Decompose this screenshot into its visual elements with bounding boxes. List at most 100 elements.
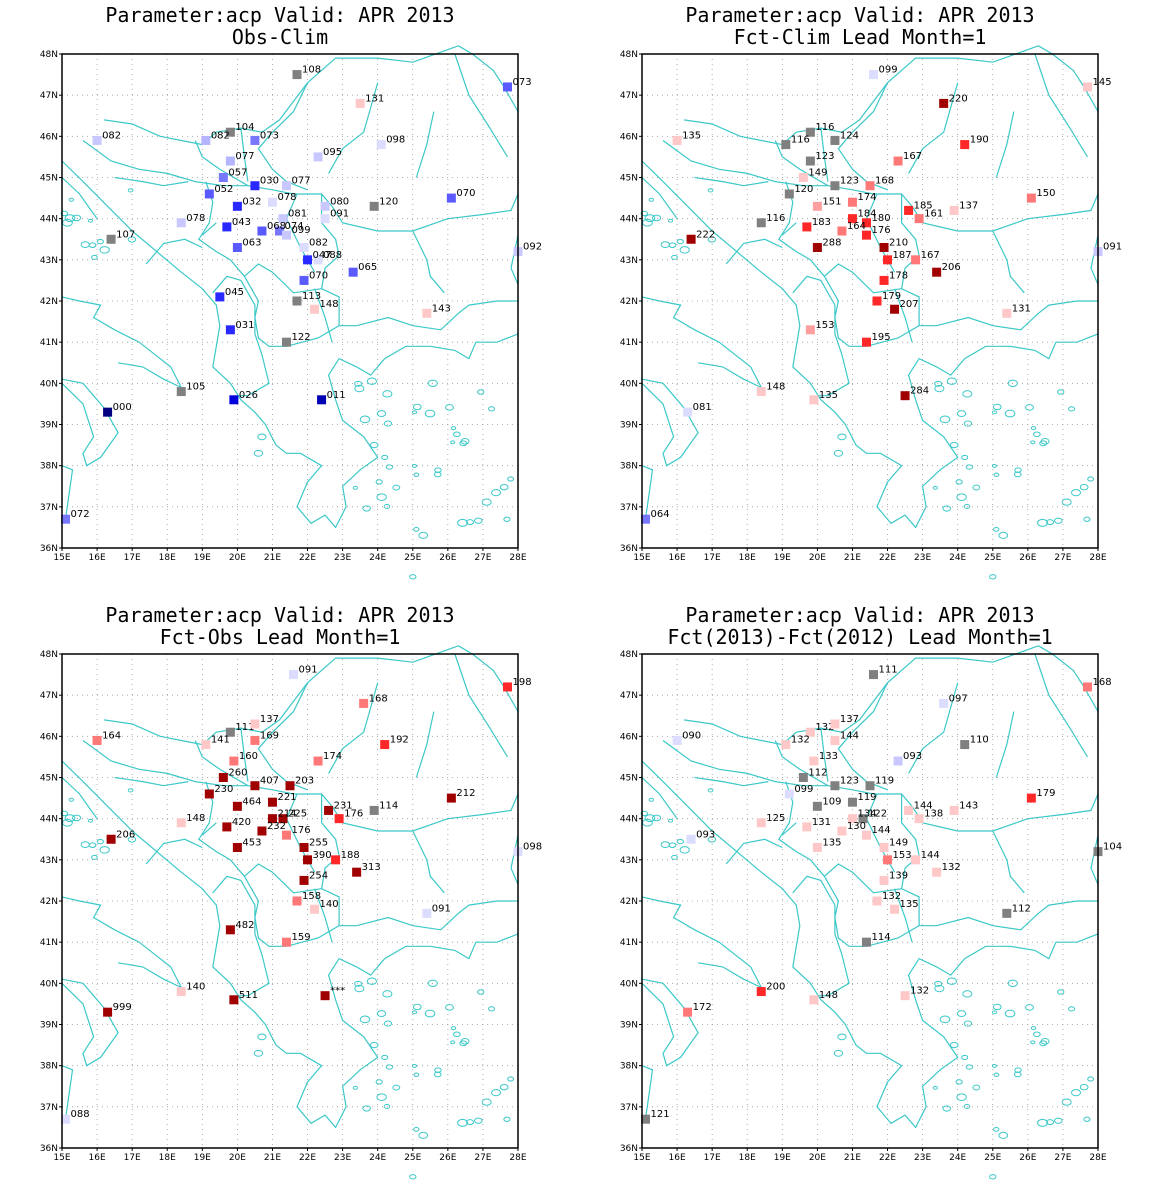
lon-tick-label: 18E [159, 553, 176, 563]
island-shape [375, 479, 383, 485]
station-value-label: 137 [840, 714, 859, 725]
lat-tick-label: 45N [40, 774, 58, 784]
island-shape [466, 1119, 475, 1126]
coastline-path [82, 740, 248, 787]
panel-subtitle: Fct-Obs Lead Month=1 [159, 625, 401, 649]
station-value-label: 254 [309, 870, 328, 881]
station-value-label: 195 [871, 332, 890, 343]
station-marker [320, 214, 330, 224]
station-value-label: 190 [970, 135, 989, 146]
station-value-label: 176 [871, 225, 890, 236]
station-value-label: 132 [815, 722, 834, 733]
station-value-label: 099 [291, 225, 310, 236]
lat-tick-label: 45N [620, 174, 638, 184]
island-shape [962, 990, 973, 998]
station-value-label: 176 [291, 825, 310, 836]
station-marker [939, 698, 949, 708]
station-marker [861, 830, 871, 840]
station-marker [879, 242, 889, 252]
station-value-label: 110 [970, 735, 989, 746]
island-shape [354, 980, 363, 987]
coastline-path [684, 45, 1039, 146]
station-value-label: 212 [456, 788, 475, 799]
island-shape [434, 467, 442, 473]
station-marker [313, 152, 323, 162]
station-marker [369, 201, 379, 211]
station-marker [830, 719, 840, 729]
station-value-label: 116 [791, 135, 810, 146]
station-value-label: 131 [812, 817, 831, 828]
station-marker [92, 735, 102, 745]
station-marker [847, 814, 857, 824]
station-marker [201, 740, 211, 750]
station-marker [299, 275, 309, 285]
coastline-path [61, 978, 119, 1067]
island-shape [1030, 1040, 1036, 1045]
coastline-path [662, 140, 828, 187]
coastline-path [458, 45, 519, 112]
station-value-label: *** [330, 986, 345, 997]
station-value-label: 180 [871, 213, 890, 224]
island-shape [450, 440, 456, 445]
map-panel-obs-clim: Parameter:acp Valid: APR 2013 Obs-Clim 1… [0, 0, 560, 590]
station-value-label: 135 [822, 837, 841, 848]
station-value-label: 116 [815, 122, 834, 133]
island-shape [127, 836, 137, 843]
station-value-label: 112 [808, 768, 827, 779]
island-shape [1057, 389, 1065, 395]
island-shape [965, 464, 974, 470]
lat-tick-label: 37N [40, 1103, 58, 1113]
station-value-label: 453 [242, 837, 261, 848]
map-panel-fct-obs: Parameter:acp Valid: APR 2013 Fct-Obs Le… [0, 600, 560, 1190]
island-shape [359, 415, 371, 424]
station-marker [106, 234, 116, 244]
coastline-path [792, 275, 850, 397]
station-marker [784, 189, 794, 199]
lat-tick-label: 47N [40, 691, 58, 701]
island-shape [413, 1072, 420, 1077]
lon-tick-label: 16E [669, 1153, 686, 1163]
island-shape [1037, 518, 1048, 527]
station-marker [939, 98, 949, 108]
island-shape [99, 246, 110, 254]
lon-tick-label: 28E [509, 553, 526, 563]
station-value-label: 407 [260, 776, 279, 787]
lon-tick-label: 24E [369, 1153, 386, 1163]
island-shape [362, 1105, 371, 1112]
island-shape [956, 1093, 967, 1101]
island-shape [382, 390, 393, 398]
lon-tick-label: 19E [194, 553, 211, 563]
coastline-path [919, 900, 1098, 931]
station-value-label: 464 [242, 796, 261, 807]
island-shape [474, 517, 483, 524]
station-value-label: 114 [871, 932, 890, 943]
station-value-label: 132 [910, 986, 929, 997]
map-panel-fct-diff: Parameter:acp Valid: APR 2013 Fct(2013)-… [580, 600, 1140, 1190]
island-shape [660, 841, 670, 848]
lon-tick-label: 21E [844, 1153, 861, 1163]
coastline-path [61, 378, 119, 467]
island-shape [1030, 426, 1037, 431]
island-shape [939, 415, 951, 424]
island-shape [96, 838, 104, 845]
station-marker [900, 391, 910, 401]
station-value-label: 105 [186, 382, 205, 393]
station-value-label: 068 [267, 221, 286, 232]
station-marker [222, 822, 232, 832]
station-value-label: 120 [794, 184, 813, 195]
coastline-path [684, 645, 1039, 746]
lat-tick-label: 44N [40, 815, 58, 825]
station-marker [201, 135, 211, 145]
station-marker [686, 234, 696, 244]
station-marker [324, 805, 334, 815]
island-shape [1037, 1118, 1048, 1127]
coastline-path [415, 111, 435, 178]
station-value-label: 153 [893, 850, 912, 861]
island-shape [972, 484, 981, 491]
island-shape [503, 516, 511, 522]
island-shape [934, 384, 945, 393]
station-value-label: 124 [840, 130, 859, 141]
station-marker [303, 255, 313, 265]
station-value-label: 139 [889, 870, 908, 881]
station-value-label: 123 [840, 176, 859, 187]
